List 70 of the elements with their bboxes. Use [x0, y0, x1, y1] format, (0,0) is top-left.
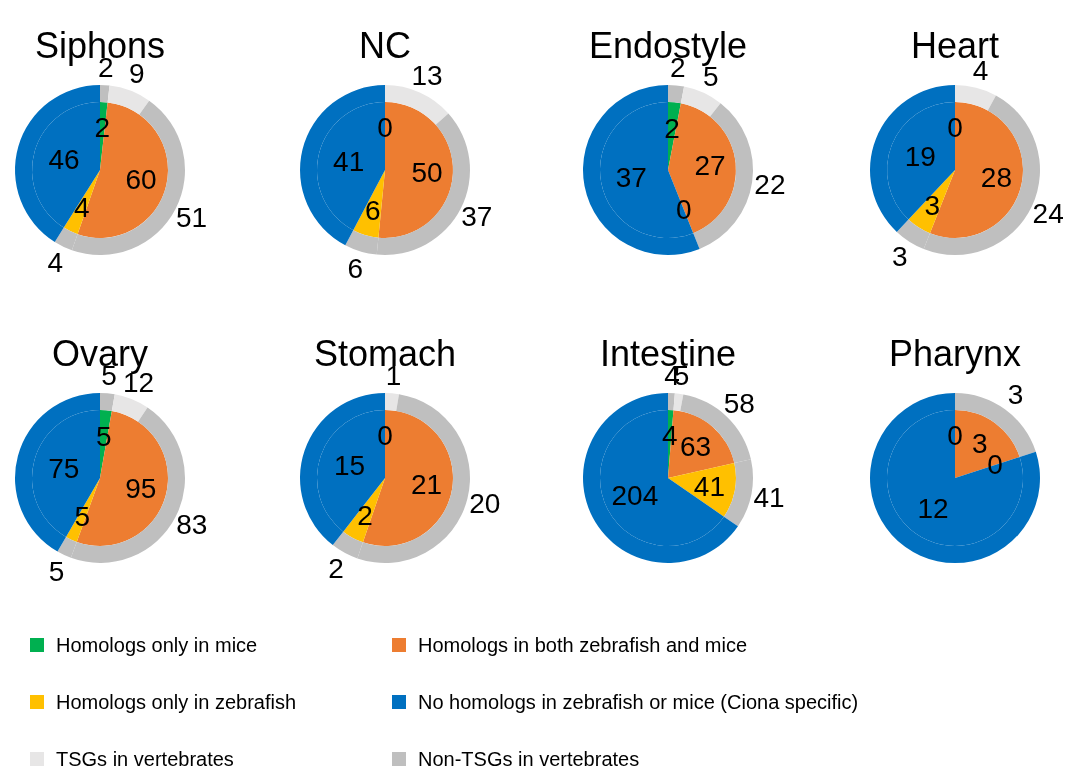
text: 0 — [947, 420, 963, 452]
data-label: 58 — [723, 388, 755, 420]
donut-slice — [680, 86, 721, 117]
data-label: 204 — [611, 479, 659, 511]
donut-slice — [668, 85, 685, 104]
data-label: 5 — [74, 500, 90, 532]
donut-slice — [100, 85, 110, 103]
data-label: 2 — [94, 112, 111, 144]
data-label: 46 — [48, 144, 80, 176]
data-label: 5 — [48, 555, 65, 587]
donut-slice — [385, 393, 399, 411]
donut-slice — [111, 394, 148, 422]
chart-title: Pharynx — [888, 332, 1022, 374]
data-label: 2 — [357, 499, 373, 531]
data-label: 21 — [411, 469, 443, 501]
legend-label: Homologs only in mice — [56, 634, 258, 656]
donut-slice — [955, 85, 996, 111]
data-label: 51 — [175, 201, 208, 233]
legend-label: Homologs in both zebrafish and mice — [418, 634, 748, 656]
data-label: 41 — [333, 145, 365, 177]
data-label: 4 — [47, 247, 64, 279]
pie-slice — [600, 410, 724, 546]
donut-slice — [668, 393, 675, 411]
data-label: 3 — [892, 241, 908, 273]
data-label: 60 — [125, 163, 157, 195]
data-label: 20 — [469, 487, 501, 519]
data-label: 37 — [461, 201, 493, 233]
legend-label: No homologs in zebrafish or mice (Ciona specific) — [418, 691, 859, 713]
data-label: 4 — [661, 420, 678, 452]
data-label: 6 — [347, 253, 364, 285]
data-label: 12 — [917, 492, 949, 524]
pie-slice — [887, 410, 1023, 546]
donut-slice — [107, 85, 150, 115]
text: 0 — [675, 193, 692, 225]
donut-slice — [673, 393, 684, 412]
data-label: 3 — [1007, 379, 1024, 411]
text: 0 — [947, 112, 963, 144]
data-label: 5 — [95, 420, 112, 452]
data-label: 15 — [334, 450, 366, 482]
data-label: 22 — [754, 169, 786, 201]
text: 0 — [377, 112, 393, 144]
data-label: 28 — [980, 162, 1012, 194]
pie-slice — [600, 102, 694, 238]
donut-slice — [693, 103, 753, 249]
data-label: 63 — [680, 430, 712, 462]
data-label: 2 — [328, 553, 344, 585]
legend-label: Non-TSGs in vertebrates — [418, 748, 640, 770]
data-label: 50 — [411, 156, 443, 188]
data-label: 9 — [128, 58, 145, 90]
text: 0 — [377, 420, 393, 452]
pie-slice — [378, 102, 453, 238]
pie-slice — [76, 411, 168, 546]
data-label: 83 — [176, 509, 208, 541]
chart-title: NC — [359, 24, 411, 66]
legend-label: TSGs in vertebrates — [56, 748, 234, 770]
data-label: 13 — [411, 60, 443, 92]
data-label: 3 — [971, 428, 988, 460]
data-label: 6 — [365, 194, 381, 226]
data-label: 27 — [694, 150, 726, 182]
data-label: 4 — [73, 192, 90, 224]
data-label: 19 — [904, 140, 936, 172]
data-label: 41 — [693, 470, 725, 502]
donut-slice — [100, 393, 115, 412]
data-label: 95 — [125, 473, 157, 505]
data-label: 3 — [924, 190, 941, 222]
data-label: 24 — [1032, 198, 1064, 230]
data-label: 41 — [753, 482, 785, 514]
legend-label: Homologs only in zebrafish — [56, 691, 297, 713]
data-label: 37 — [615, 161, 647, 193]
data-label: 75 — [48, 452, 80, 484]
